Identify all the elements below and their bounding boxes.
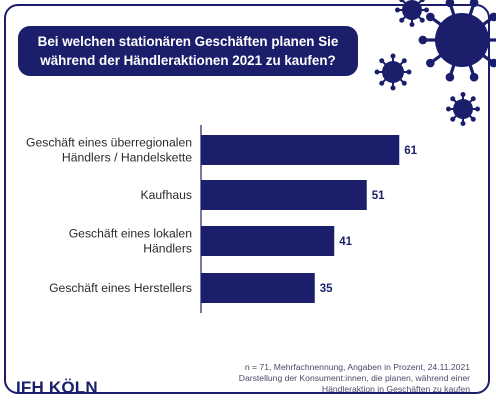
bar xyxy=(201,273,315,303)
category-label-line: Geschäft eines lokalen xyxy=(69,227,192,241)
virus-small-middle xyxy=(374,53,412,91)
footnote-line-1: n = 71, Mehrfachnennung, Angaben in Proz… xyxy=(244,362,470,372)
virus-large xyxy=(418,0,496,82)
category-label-line: Geschäft eines Herstellers xyxy=(49,281,192,295)
footnote-line-3: Händleraktion in Geschäften zu kaufen xyxy=(321,384,470,394)
virus-small-top xyxy=(395,0,429,27)
title-line-2: während der Händleraktionen 2021 zu kauf… xyxy=(40,53,336,68)
chart-frame xyxy=(4,4,490,394)
bar-value-label: 51 xyxy=(372,190,385,202)
bar xyxy=(201,135,400,165)
virus-small-right xyxy=(446,92,480,126)
category-label: Geschäft eines Herstellers xyxy=(49,281,192,295)
bar xyxy=(201,180,367,210)
bar-value-label: 35 xyxy=(320,283,333,295)
title-box: Bei welchen stationären Geschäften plane… xyxy=(18,26,358,76)
category-label: Geschäft eines überregionalen Händlers / … xyxy=(26,136,192,165)
chart-title: Bei welchen stationären Geschäften plane… xyxy=(38,32,339,70)
category-label: Kaufhaus xyxy=(141,188,193,202)
category-label-line: Geschäft eines überregionalen xyxy=(26,136,192,150)
category-label-line: Händlers / Handelskette xyxy=(62,151,192,165)
footnote-line-2: Darstellung der Konsument:innen, die pla… xyxy=(238,373,470,383)
category-label-line: Händlers xyxy=(143,242,192,256)
title-line-1: Bei welchen stationären Geschäften plane… xyxy=(37,34,339,49)
ifh-logo: IFH KÖLN xyxy=(16,378,98,397)
bar xyxy=(201,226,335,256)
category-label-line: Kaufhaus xyxy=(141,188,193,202)
bar-value-label: 41 xyxy=(339,236,352,248)
footnote: n = 71, Mehrfachnennung, Angaben in Proz… xyxy=(170,362,470,395)
bar-value-label: 61 xyxy=(404,145,417,157)
category-label: Geschäft eines lokalen Händlers xyxy=(69,227,192,256)
